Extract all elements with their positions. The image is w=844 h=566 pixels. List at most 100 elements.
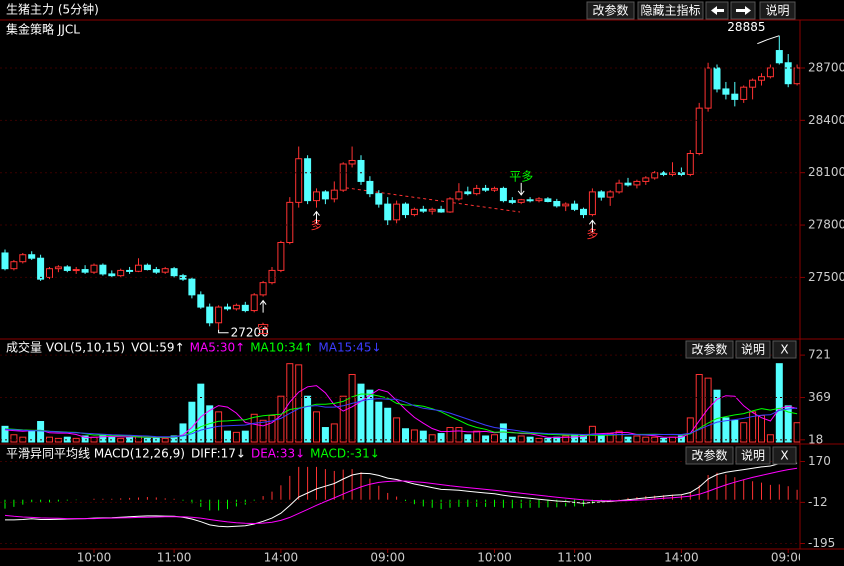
volume-bar xyxy=(473,430,481,443)
y-tick-label: 18 xyxy=(808,432,823,446)
candle-body xyxy=(28,254,36,259)
button-label[interactable]: 说明 xyxy=(741,448,765,463)
candle-body xyxy=(126,269,134,272)
button[interactable] xyxy=(735,446,771,465)
candle-body xyxy=(793,67,800,85)
volume-bar xyxy=(304,395,312,443)
candle-body xyxy=(268,269,276,284)
candle-body xyxy=(588,191,596,216)
annotation-leader xyxy=(757,35,780,45)
volume-bar xyxy=(491,434,498,443)
volume-bar xyxy=(517,435,525,443)
button[interactable] xyxy=(772,446,797,465)
candle-body xyxy=(473,187,481,195)
candle-body xyxy=(259,282,267,296)
window-title: 生猪主力 (5分钟) xyxy=(6,2,99,17)
volume-bar xyxy=(410,429,418,443)
volume-bar xyxy=(393,417,401,443)
button[interactable] xyxy=(685,340,734,359)
candle-body xyxy=(81,269,89,273)
volume-bar xyxy=(446,427,454,443)
candle-body xyxy=(482,187,490,191)
candle-body xyxy=(713,67,721,90)
signal-arrow xyxy=(313,210,320,224)
y-tick-label: 28400 xyxy=(808,113,844,127)
candle-body xyxy=(624,182,632,186)
volume-bar xyxy=(419,430,427,443)
candle-body xyxy=(535,198,543,202)
candle-body xyxy=(72,269,80,272)
candle-body xyxy=(686,153,694,175)
candle-body xyxy=(669,172,676,175)
candle-body xyxy=(758,76,765,81)
candle-body xyxy=(606,191,614,198)
button-label[interactable]: 说明 xyxy=(765,3,789,18)
volume-bar xyxy=(731,419,739,443)
volume-bar xyxy=(339,395,347,443)
candle-body xyxy=(304,158,312,202)
candle-body xyxy=(366,180,374,195)
button-label[interactable]: 改参数 xyxy=(691,342,727,357)
candle-body xyxy=(215,306,223,324)
candle-body xyxy=(704,67,712,109)
arrow-right-icon[interactable] xyxy=(736,6,751,15)
candle-body xyxy=(526,199,534,202)
candle-body xyxy=(544,198,552,202)
volume-bar xyxy=(259,419,267,443)
plot-area: 10:00 11:00 14:00 09:00 10:00 11:00 14:00 09:00… xyxy=(1,20,806,565)
volume-bar xyxy=(793,422,800,443)
candle-body xyxy=(393,203,401,221)
volume-bar xyxy=(170,435,178,443)
legend-entry: MACD:-31↓ xyxy=(310,447,380,461)
indicator-line xyxy=(4,467,798,525)
button-label[interactable]: X xyxy=(780,449,788,463)
x-tick-label: 09:00 xyxy=(771,551,806,565)
volume-bar xyxy=(615,430,623,443)
candle-body xyxy=(562,203,570,207)
volume-bar xyxy=(749,411,757,443)
chart-annotation: 多 xyxy=(586,227,598,241)
volume-bar xyxy=(455,427,463,443)
candle-body xyxy=(660,172,668,175)
y-tick-label: -12 xyxy=(808,495,828,509)
candle-body xyxy=(731,93,739,100)
candle-body xyxy=(250,294,258,312)
candle-body xyxy=(375,193,383,205)
candle-body xyxy=(410,208,418,216)
candle-body xyxy=(428,208,436,212)
volume-bar xyxy=(580,435,587,443)
indicator-line xyxy=(4,398,798,438)
legend-entry: MA5:30↑ xyxy=(190,341,246,355)
button[interactable] xyxy=(735,340,771,359)
button[interactable] xyxy=(759,1,796,20)
button[interactable] xyxy=(586,1,635,20)
volume-bar xyxy=(224,430,231,443)
candle-body xyxy=(615,182,623,193)
chart-annotation: 平多 xyxy=(509,169,533,183)
volume-bar xyxy=(99,434,107,443)
y-tick-label: 28700 xyxy=(808,60,844,74)
x-tick-label: 11:00 xyxy=(157,551,192,565)
volume-bar xyxy=(499,423,507,443)
y-tick-label: -195 xyxy=(808,536,835,550)
button-label[interactable]: 改参数 xyxy=(592,3,628,18)
candle-body xyxy=(455,191,463,200)
candle-body xyxy=(63,266,71,271)
volume-bar xyxy=(81,435,89,443)
button-label[interactable]: 说明 xyxy=(741,342,765,357)
button-label[interactable]: 改参数 xyxy=(691,448,727,463)
button[interactable] xyxy=(772,340,797,359)
button-label[interactable]: 隐藏主指标 xyxy=(640,3,700,18)
annotation-leader xyxy=(218,329,229,334)
button-label[interactable]: X xyxy=(780,343,788,357)
candle-body xyxy=(419,208,427,212)
button[interactable] xyxy=(637,1,704,20)
volume-bar xyxy=(188,401,196,443)
button[interactable] xyxy=(685,446,734,465)
x-tick-label: 14:00 xyxy=(664,551,699,565)
arrow-left-icon[interactable] xyxy=(711,6,724,15)
signal-arrow xyxy=(589,219,596,233)
volume-bar xyxy=(562,435,570,443)
candle-body xyxy=(749,79,757,88)
